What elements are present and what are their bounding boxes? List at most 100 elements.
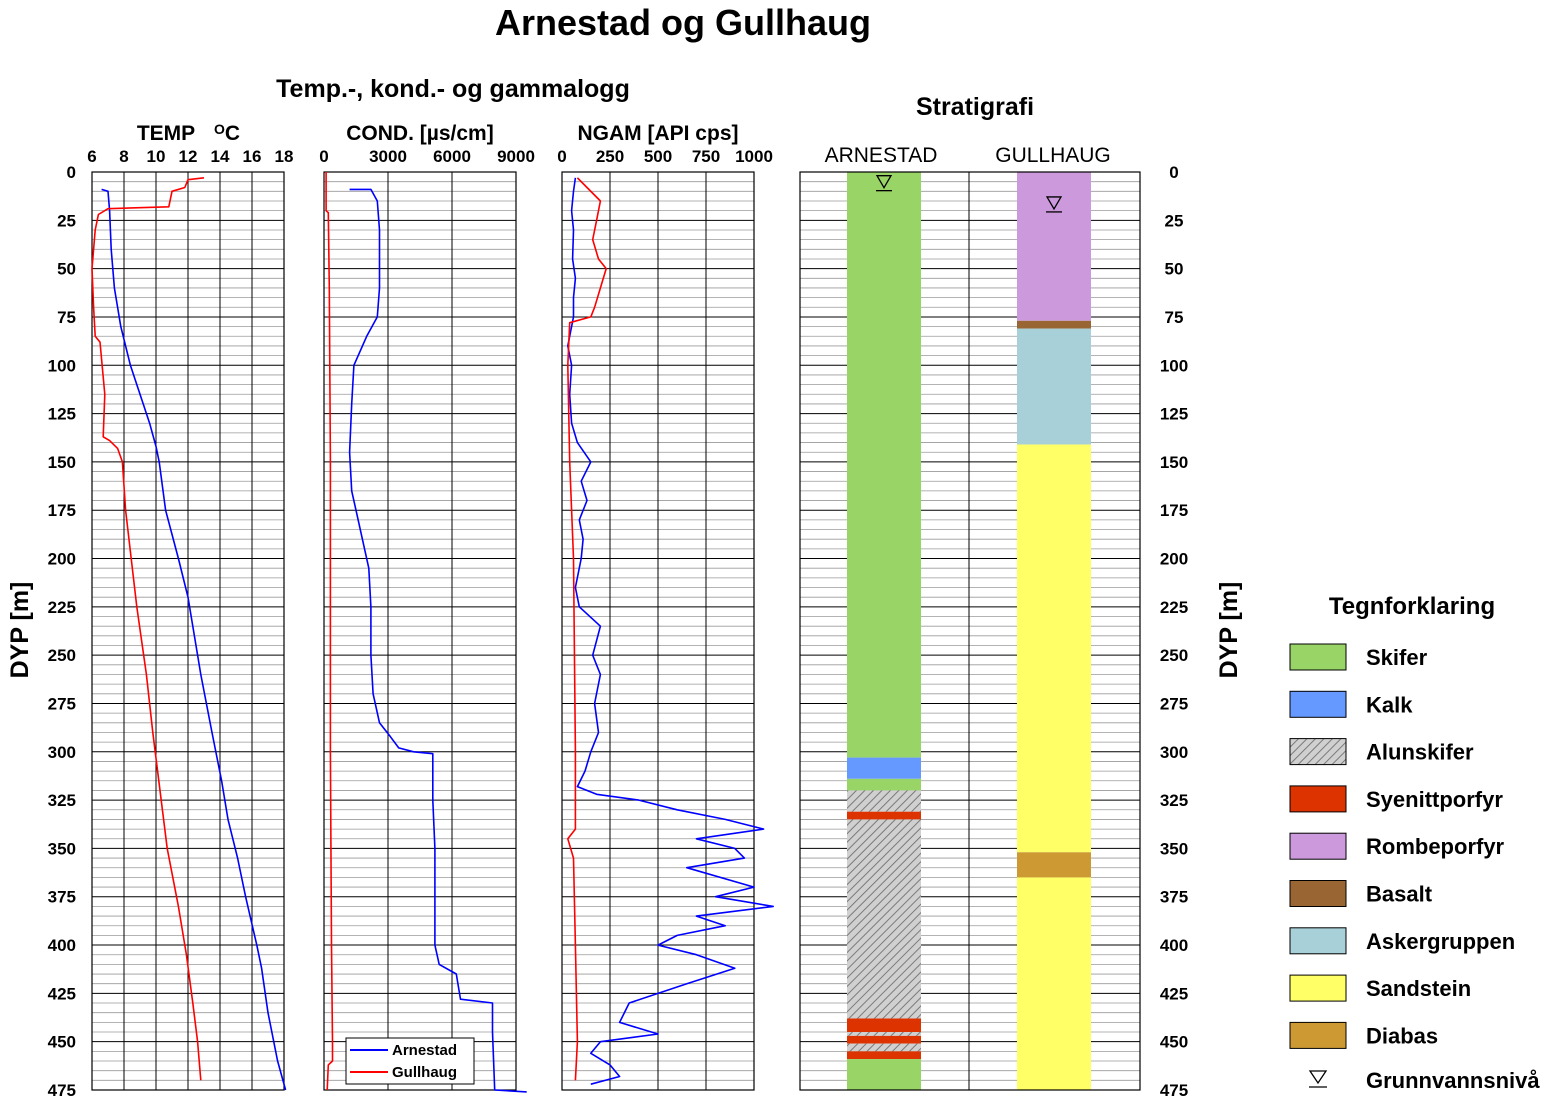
water-level-icon bbox=[1308, 1070, 1328, 1085]
y-tick-label-left: 275 bbox=[48, 694, 76, 713]
legend-item: Grunnvannsnivå bbox=[1308, 1068, 1540, 1093]
y-tick-label-left: 450 bbox=[48, 1033, 76, 1052]
strat-layer-askergruppen bbox=[1017, 328, 1091, 445]
temp-x-tick-label: 16 bbox=[243, 147, 262, 166]
cond-series-gullhaug bbox=[325, 172, 334, 1091]
y-tick-label-right: 175 bbox=[1160, 501, 1188, 520]
legend-swatch bbox=[1289, 880, 1347, 907]
temp-panel: 6 8 10 12 14 16 18 TEMP OC bbox=[87, 121, 294, 1091]
y-axis-label-right: DYP [m] bbox=[1215, 582, 1243, 679]
ngam-x-tick-label: 500 bbox=[644, 147, 672, 166]
strat-layer-syenittporfyr bbox=[847, 1035, 921, 1044]
ngam-x-tick-label: 250 bbox=[596, 147, 624, 166]
legend-swatch bbox=[1289, 738, 1347, 766]
y-tick-label-left: 125 bbox=[48, 405, 76, 424]
y-tick-label-right: 75 bbox=[1165, 308, 1184, 327]
stratigraphy-panel: ARNESTAD GULLHAUG bbox=[799, 144, 1141, 1091]
legend-label: Askergruppen bbox=[1366, 929, 1515, 954]
cond-x-tick-label: 3000 bbox=[369, 147, 407, 166]
legend-swatch bbox=[1289, 974, 1347, 1002]
y-tick-label-left: 325 bbox=[48, 791, 76, 810]
water-level-triangle bbox=[1045, 196, 1063, 211]
strat-layer-alunskifer bbox=[847, 1032, 921, 1036]
temp-x-tick-label: 10 bbox=[147, 147, 166, 166]
legend-swatch bbox=[1289, 643, 1347, 671]
y-tick-label-left: 75 bbox=[57, 308, 76, 327]
ngam-series-arnestad bbox=[567, 177, 774, 1085]
main-title: Arnestad og Gullhaug bbox=[495, 2, 871, 43]
y-tick-label-right: 200 bbox=[1160, 550, 1188, 569]
ngam-x-axis-label: NGAM [API cps] bbox=[577, 122, 738, 145]
y-tick-label-left: 400 bbox=[48, 936, 76, 955]
temp-x-axis-unit: OC bbox=[214, 121, 240, 145]
temp-x-axis-label: TEMP bbox=[137, 122, 195, 145]
temp-x-tick-label: 6 bbox=[87, 147, 96, 166]
strat-layer-sandstein bbox=[1017, 444, 1091, 853]
legend-swatch bbox=[1289, 832, 1347, 860]
strat-subtitle: Stratigrafi bbox=[916, 93, 1034, 121]
y-tick-label-right: 50 bbox=[1165, 260, 1184, 279]
cond-legend-label: Arnestad bbox=[392, 1042, 457, 1059]
legend-label: Syenittporfyr bbox=[1366, 787, 1503, 812]
y-tick-label-left: 50 bbox=[57, 260, 76, 279]
water-level-icon bbox=[1045, 196, 1063, 213]
y-tick-label-right: 350 bbox=[1160, 839, 1188, 858]
y-tick-label-left: 300 bbox=[48, 743, 76, 762]
legend-label: Diabas bbox=[1366, 1023, 1438, 1048]
ngam-frame bbox=[561, 171, 755, 1091]
legend-label: Sandstein bbox=[1366, 976, 1471, 1001]
y-tick-label-left: 225 bbox=[48, 598, 76, 617]
legend-label: Alunskifer bbox=[1366, 740, 1474, 765]
legend-item: Diabas bbox=[1289, 1021, 1438, 1049]
water-level-triangle bbox=[875, 175, 893, 189]
temp-x-tick-label: 12 bbox=[179, 147, 198, 166]
y-tick-label-left: 475 bbox=[48, 1081, 76, 1100]
y-tick-label-left: 375 bbox=[48, 888, 76, 907]
y-tick-label-left: 100 bbox=[48, 356, 76, 375]
y-tick-label-left: 0 bbox=[67, 163, 76, 182]
strat-layer-kalk bbox=[847, 757, 921, 779]
legend-swatch bbox=[1289, 690, 1347, 718]
strat-column-title: ARNESTAD bbox=[825, 144, 938, 167]
temp-x-tick-label: 14 bbox=[211, 147, 230, 166]
legend-label: Rombeporfyr bbox=[1366, 834, 1505, 859]
y-tick-label-right: 300 bbox=[1160, 743, 1188, 762]
strat-layer-sandstein bbox=[1017, 877, 1091, 1090]
ngam-series-gullhaug bbox=[567, 177, 607, 1081]
strat-layer-basalt bbox=[1017, 320, 1091, 329]
legend-label: Skifer bbox=[1366, 645, 1428, 670]
strat-layer-rombeporfyr bbox=[1017, 172, 1091, 321]
y-tick-label-right: 425 bbox=[1160, 984, 1188, 1003]
legend-item: Alunskifer bbox=[1289, 738, 1474, 766]
temp-x-tick-label: 18 bbox=[275, 147, 294, 166]
y-tick-label-left: 425 bbox=[48, 984, 76, 1003]
strat-column-gullhaug: GULLHAUG bbox=[995, 144, 1111, 1090]
y-tick-label-right: 400 bbox=[1160, 936, 1188, 955]
y-tick-label-left: 150 bbox=[48, 453, 76, 472]
cond-x-tick-label: 0 bbox=[319, 147, 328, 166]
y-tick-label-right: 100 bbox=[1160, 356, 1188, 375]
y-tick-label-right: 25 bbox=[1165, 211, 1184, 230]
cond-legend-label: Gullhaug bbox=[392, 1064, 457, 1081]
strat-layer-syenittporfyr bbox=[847, 1018, 921, 1033]
temp-x-tick-label: 8 bbox=[119, 147, 128, 166]
ngam-panel: 0 250 500 750 1000 NGAM [API cps] bbox=[557, 122, 774, 1091]
temp-frame bbox=[91, 171, 285, 1091]
strat-layer-skifer bbox=[847, 1059, 921, 1090]
y-tick-label-left: 25 bbox=[57, 211, 76, 230]
cond-legend: Arnestad Gullhaug bbox=[345, 1037, 475, 1085]
strat-layer-diabas bbox=[1017, 852, 1091, 878]
ngam-x-tick-label: 1000 bbox=[735, 147, 773, 166]
legend-item: Skifer bbox=[1289, 643, 1428, 671]
legend-label: Basalt bbox=[1366, 882, 1433, 907]
y-axis-ticks: 0 0 25 25 50 50 75 75 100 100 125 125 150 150 175 175 20… bbox=[48, 163, 1189, 1100]
legend-label: Grunnvannsnivå bbox=[1366, 1068, 1540, 1093]
strat-layer-syenittporfyr bbox=[847, 1051, 921, 1060]
y-tick-label-right: 275 bbox=[1160, 694, 1188, 713]
y-tick-label-right: 150 bbox=[1160, 453, 1188, 472]
water-level-icon bbox=[875, 175, 893, 192]
y-tick-label-left: 250 bbox=[48, 646, 76, 665]
